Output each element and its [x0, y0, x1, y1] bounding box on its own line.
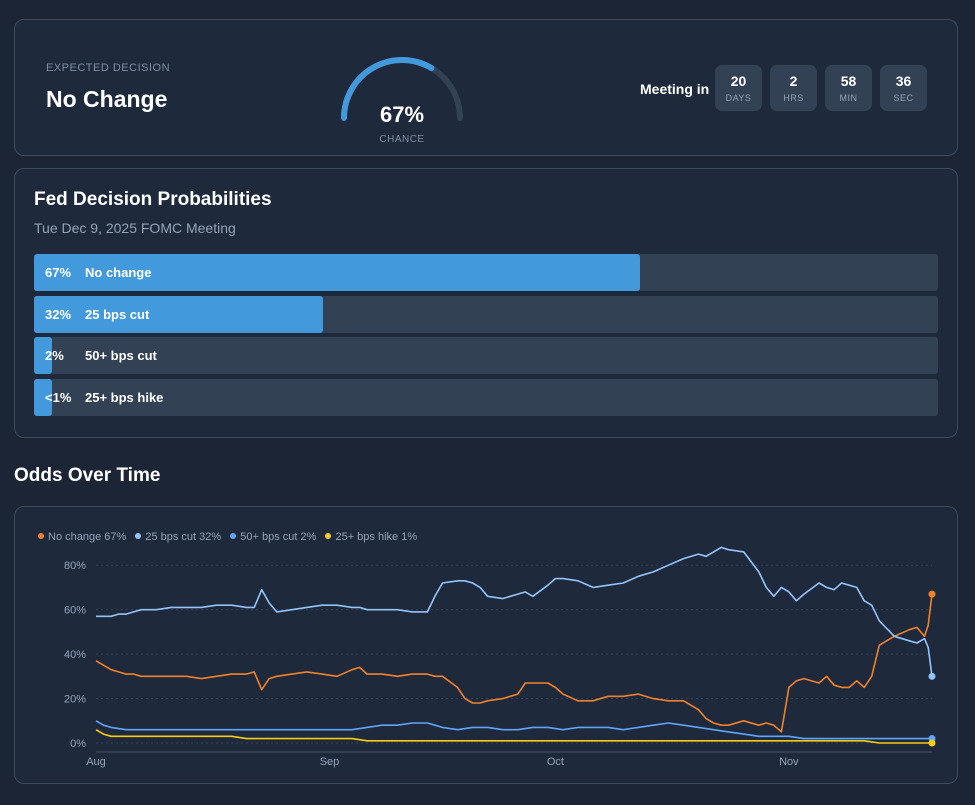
probability-row-25-cut: 32% 25 bps cut [34, 296, 938, 333]
legend-item-25-cut[interactable]: 25 bps cut 32% [135, 531, 221, 543]
y-tick-label: 40% [64, 649, 86, 661]
countdown-minutes-unit: MIN [839, 93, 858, 103]
legend-item-50-cut[interactable]: 50+ bps cut 2% [230, 531, 316, 543]
probability-row-25-hike: <1% 25+ bps hike [34, 379, 938, 416]
legend-dot-icon [325, 533, 332, 540]
countdown-minutes: 58 MIN [825, 65, 872, 111]
y-tick-label: 80% [64, 560, 86, 572]
probability-bar [34, 379, 52, 416]
probability-label: 50+ bps cut [85, 348, 157, 363]
meeting-in-label: Meeting in [640, 81, 710, 97]
x-tick-label: Nov [779, 756, 799, 768]
series-line [95, 720, 932, 740]
probability-label: 25+ bps hike [85, 390, 164, 405]
probability-percent: 67% [45, 265, 72, 280]
expected-decision-label: EXPECTED DECISION [46, 62, 171, 74]
x-tick-label: Oct [547, 756, 564, 768]
countdown-minutes-value: 58 [840, 73, 857, 89]
series-end-point [928, 590, 936, 598]
probability-percent: <1% [45, 390, 72, 405]
probabilities-card: Fed Decision Probabilities Tue Dec 9, 20… [14, 168, 958, 438]
x-tick-label: Sep [320, 756, 340, 768]
countdown-hours-unit: HRS [783, 93, 804, 103]
probability-bar [34, 337, 53, 374]
series-end-point [928, 739, 936, 747]
series-line [95, 594, 933, 733]
gauge-arc [341, 57, 463, 121]
probabilities-subtitle: Tue Dec 9, 2025 FOMC Meeting [34, 220, 236, 236]
legend-dot-icon [230, 533, 237, 540]
countdown-seconds-value: 36 [895, 73, 912, 89]
probability-percent: 32% [45, 307, 72, 322]
legend-dot-icon [135, 533, 142, 540]
odds-section-title: Odds Over Time [14, 465, 161, 486]
probability-bar [34, 254, 640, 291]
countdown-days: 20 DAYS [715, 65, 762, 111]
odds-chart-card: No change 67% 25 bps cut 32% 50+ bps cut… [14, 506, 958, 784]
odds-chart: 0% 20% 40% 60% 80% Aug Sep Oct Nov [64, 546, 936, 768]
gauge-caption: CHANCE [379, 134, 425, 145]
series-line [96, 546, 933, 677]
countdown-seconds-unit: SEC [893, 93, 914, 103]
countdown-days-unit: DAYS [725, 93, 752, 103]
x-tick-label: Aug [86, 756, 106, 768]
series-end-point [928, 672, 936, 680]
expected-decision-value: No Change [46, 86, 168, 112]
chart-legend: No change 67% 25 bps cut 32% 50+ bps cut… [38, 531, 423, 543]
legend-item-25-hike[interactable]: 25+ bps hike 1% [325, 531, 417, 543]
y-tick-label: 0% [70, 738, 86, 750]
legend-label: 50+ bps cut 2% [240, 531, 317, 543]
probability-row-no-change: 67% No change [34, 254, 938, 291]
legend-label: 25 bps cut 32% [145, 531, 222, 543]
countdown-seconds: 36 SEC [880, 65, 927, 111]
y-tick-label: 60% [64, 605, 86, 617]
countdown-hours-value: 2 [789, 73, 798, 89]
probability-label: No change [85, 265, 152, 280]
countdown-days-value: 20 [730, 73, 747, 89]
legend-item-no-change[interactable]: No change 67% [38, 531, 126, 543]
legend-label: 25+ bps hike 1% [335, 531, 418, 543]
legend-dot-icon [38, 533, 44, 540]
countdown-hours: 2 HRS [770, 65, 817, 111]
probability-label: 25 bps cut [85, 307, 150, 322]
chance-gauge: 67% CHANCE [337, 52, 467, 145]
probability-row-50-cut: 2% 50+ bps cut [34, 337, 938, 374]
legend-label: No change 67% [48, 531, 127, 543]
probability-bar [34, 296, 324, 333]
probabilities-title: Fed Decision Probabilities [34, 189, 272, 210]
gauge-percent: 67% [379, 102, 425, 127]
summary-card: EXPECTED DECISION No Change 67% CHANCE M… [14, 19, 958, 156]
probability-percent: 2% [45, 348, 64, 363]
series-line [95, 729, 932, 744]
y-tick-label: 20% [64, 694, 86, 706]
